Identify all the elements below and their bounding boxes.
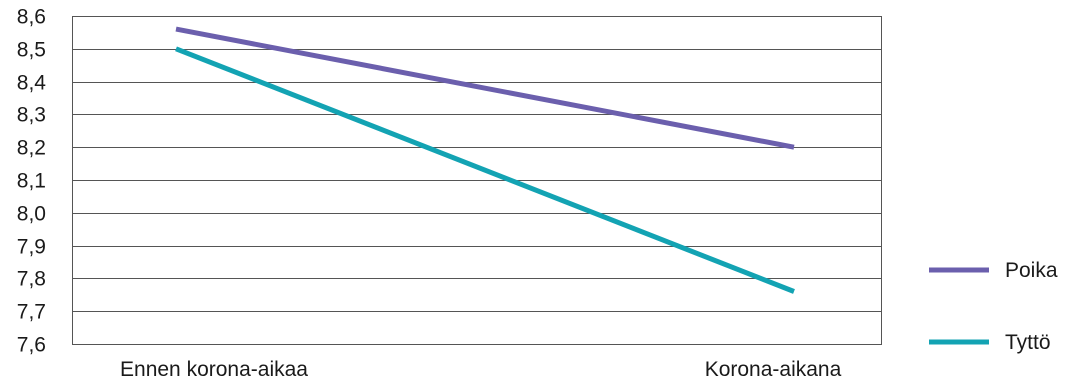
y-tick-label: 8,5: [17, 39, 46, 62]
y-tick-label: 8,1: [17, 170, 46, 193]
y-tick-label: 8,0: [17, 203, 46, 226]
x-axis-tick-labels: Ennen korona-aikaa Korona-aikana: [120, 358, 842, 381]
x-tick-label: Korona-aikana: [705, 358, 842, 381]
series-lines: [175, 26, 795, 294]
y-axis-tick-labels: 7,6 7,7 7,8 7,9 8,0 8,1 8,2 8,3 8,4 8,5 8,6: [17, 6, 47, 357]
legend-label-tyttö: Tyttö: [1005, 331, 1051, 354]
y-tick-label: 7,9: [17, 236, 46, 259]
y-tick-label: 7,6: [17, 334, 46, 357]
x-tick-label: Ennen korona-aikaa: [120, 358, 308, 381]
series-line-poika: [175, 26, 795, 150]
y-tick-label: 8,6: [17, 6, 46, 29]
plot-area-frame: [72, 16, 882, 345]
y-tick-label: 7,7: [17, 301, 46, 324]
legend-label-poika: Poika: [1005, 259, 1058, 282]
y-tick-label: 7,8: [17, 268, 46, 291]
y-tick-label: 8,3: [17, 104, 46, 127]
y-tick-label: 8,4: [17, 72, 47, 95]
series-line-tyttö: [175, 46, 795, 294]
y-tick-label: 8,2: [17, 137, 46, 160]
gridlines: [72, 16, 881, 345]
legend: Poika Tyttö: [929, 259, 1058, 354]
